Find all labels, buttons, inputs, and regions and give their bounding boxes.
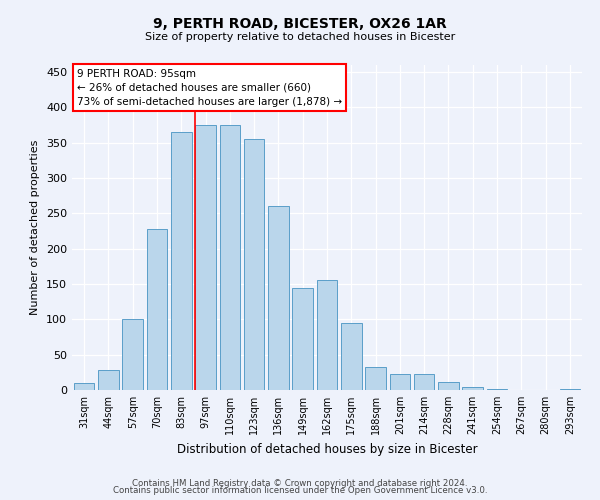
Bar xyxy=(438,382,459,390)
Text: 9, PERTH ROAD, BICESTER, OX26 1AR: 9, PERTH ROAD, BICESTER, OX26 1AR xyxy=(153,18,447,32)
Bar xyxy=(341,323,362,390)
Bar xyxy=(74,383,94,390)
Bar xyxy=(220,125,240,390)
Bar xyxy=(317,280,337,390)
Text: Size of property relative to detached houses in Bicester: Size of property relative to detached ho… xyxy=(145,32,455,42)
Bar xyxy=(365,366,386,390)
Bar xyxy=(171,132,191,390)
Bar xyxy=(146,229,167,390)
Text: Contains public sector information licensed under the Open Government Licence v3: Contains public sector information licen… xyxy=(113,486,487,495)
Bar xyxy=(414,374,434,390)
Bar xyxy=(268,206,289,390)
Text: Contains HM Land Registry data © Crown copyright and database right 2024.: Contains HM Land Registry data © Crown c… xyxy=(132,478,468,488)
Y-axis label: Number of detached properties: Number of detached properties xyxy=(31,140,40,315)
Text: 9 PERTH ROAD: 95sqm
← 26% of detached houses are smaller (660)
73% of semi-detac: 9 PERTH ROAD: 95sqm ← 26% of detached ho… xyxy=(77,68,342,106)
Bar xyxy=(389,374,410,390)
Bar xyxy=(292,288,313,390)
Bar xyxy=(244,139,265,390)
Bar xyxy=(98,370,119,390)
Bar xyxy=(195,125,216,390)
Bar xyxy=(463,387,483,390)
Bar xyxy=(122,320,143,390)
X-axis label: Distribution of detached houses by size in Bicester: Distribution of detached houses by size … xyxy=(176,442,478,456)
